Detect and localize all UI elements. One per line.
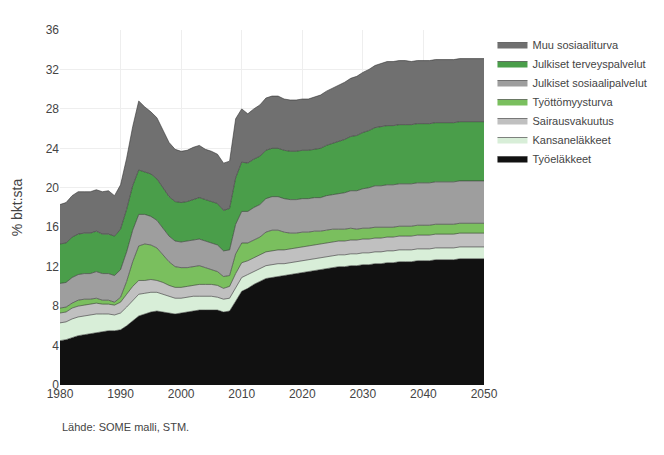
svg-text:Kansaneläkkeet: Kansaneläkkeet	[532, 134, 610, 146]
svg-text:2050: 2050	[471, 387, 498, 401]
svg-text:20: 20	[46, 181, 60, 195]
svg-text:% bkt:sta: % bkt:sta	[9, 179, 25, 237]
svg-text:8: 8	[52, 299, 59, 313]
svg-text:16: 16	[46, 220, 60, 234]
svg-text:4: 4	[52, 339, 59, 353]
svg-text:0: 0	[52, 378, 59, 392]
svg-text:Sairausvakuutus: Sairausvakuutus	[532, 115, 614, 127]
svg-text:2030: 2030	[350, 387, 377, 401]
svg-text:2040: 2040	[410, 387, 437, 401]
svg-text:Muu sosiaaliturva: Muu sosiaaliturva	[532, 39, 618, 51]
svg-text:Julkiset terveyspalvelut: Julkiset terveyspalvelut	[532, 58, 645, 70]
svg-text:12: 12	[46, 260, 60, 274]
svg-text:2010: 2010	[228, 387, 255, 401]
svg-text:Työeläkkeet: Työeläkkeet	[532, 153, 591, 165]
svg-text:Lähde: SOME malli, STM.: Lähde: SOME malli, STM.	[62, 421, 189, 433]
svg-text:32: 32	[46, 63, 60, 77]
svg-text:1980: 1980	[47, 387, 74, 401]
svg-text:Julkiset sosiaalipalvelut: Julkiset sosiaalipalvelut	[532, 77, 646, 89]
svg-text:Työttömyysturva: Työttömyysturva	[532, 96, 613, 108]
svg-text:2000: 2000	[168, 387, 195, 401]
svg-text:2020: 2020	[289, 387, 316, 401]
svg-text:24: 24	[46, 142, 60, 156]
svg-text:1990: 1990	[107, 387, 134, 401]
svg-text:36: 36	[46, 23, 60, 37]
svg-text:28: 28	[46, 102, 60, 116]
